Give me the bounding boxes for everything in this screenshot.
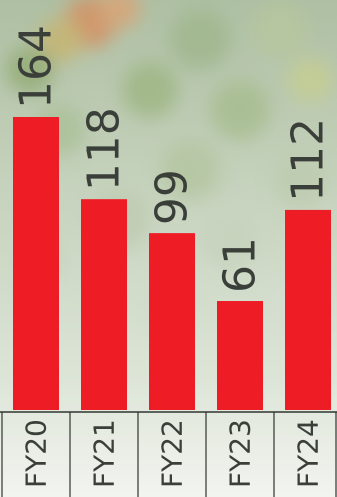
bar-fy24: [285, 209, 331, 410]
category-labels-group: FY20 FY21 FY22 FY23 FY24: [20, 419, 325, 488]
bars-group: [13, 117, 331, 410]
category-label-fy24: FY24: [292, 419, 325, 488]
bar-fy22: [149, 233, 195, 410]
value-label-fy21: 118: [79, 107, 130, 191]
category-label-fy22: FY22: [156, 419, 189, 488]
value-label-fy23: 61: [215, 237, 266, 293]
value-label-fy20: 164: [11, 25, 62, 109]
value-labels-group: 164 118 99 61 112: [11, 25, 334, 293]
category-label-fy20: FY20: [20, 419, 53, 488]
category-label-fy23: FY23: [224, 419, 257, 488]
bar-fy23: [217, 301, 263, 410]
bar-fy21: [81, 199, 127, 410]
category-separators: [1, 412, 337, 497]
value-label-fy24: 112: [283, 118, 334, 202]
category-label-fy21: FY21: [88, 419, 121, 488]
bar-fy20: [13, 117, 59, 410]
value-label-fy22: 99: [147, 169, 198, 225]
